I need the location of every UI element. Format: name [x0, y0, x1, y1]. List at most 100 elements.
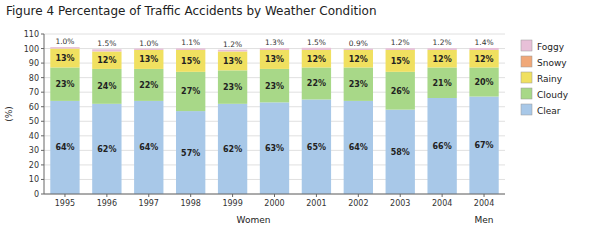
bar-segment — [469, 97, 498, 194]
data-label: 12% — [307, 55, 326, 64]
legend-swatch — [521, 72, 532, 83]
data-label: 1.2% — [223, 40, 242, 49]
data-label: 22% — [139, 81, 158, 90]
data-label: 12% — [349, 55, 368, 64]
y-tick-label: 20 — [29, 161, 39, 170]
bar-segment — [50, 67, 79, 100]
bar-segment — [176, 72, 205, 111]
data-label: 1.2% — [391, 38, 410, 47]
grid-line — [44, 34, 505, 35]
bar-segment — [176, 50, 205, 72]
data-label: 0.9% — [349, 39, 368, 48]
data-label: 1.3% — [265, 38, 284, 47]
bar-segment — [344, 49, 373, 50]
data-label: 1.1% — [181, 38, 200, 47]
y-axis — [44, 34, 45, 194]
data-label: 64% — [139, 143, 158, 152]
x-tick-label: 1997 — [139, 199, 159, 208]
bar-segment — [260, 102, 289, 194]
data-label: 20% — [474, 78, 493, 87]
bar-segment — [302, 99, 331, 194]
bar-segment — [260, 69, 289, 102]
data-label: 21% — [433, 79, 452, 88]
bar-segment — [427, 48, 456, 50]
data-label: 62% — [97, 145, 116, 154]
y-tick-label: 30 — [29, 146, 39, 155]
legend-label: Foggy — [537, 42, 565, 52]
x-tick — [106, 194, 107, 197]
x-tick-label: 1996 — [97, 199, 117, 208]
data-label: 63% — [265, 144, 284, 153]
data-label: 26% — [391, 87, 410, 96]
bar-segment — [469, 48, 498, 50]
bar-segment — [50, 49, 79, 68]
bar-segment — [92, 49, 121, 51]
bar-segment — [386, 48, 415, 50]
bar-segment — [344, 101, 373, 194]
bar-segment — [427, 50, 456, 67]
data-labels: 64%23%13%1.0%62%24%12%1.5%64%22%13%1.0%5… — [55, 37, 493, 157]
data-label: 1.0% — [139, 39, 158, 48]
x-tick-label: 2001 — [306, 199, 326, 208]
data-label: 1.0% — [55, 37, 74, 46]
data-label: 1.4% — [475, 38, 494, 47]
bar-segment — [302, 67, 331, 99]
data-label: 23% — [349, 80, 368, 89]
bar-segment — [344, 50, 373, 51]
bar-segment — [386, 110, 415, 194]
data-label: 23% — [55, 80, 74, 89]
data-label: 1.5% — [97, 39, 116, 48]
x-tick-label: 1995 — [55, 199, 75, 208]
bar-segment — [260, 50, 289, 69]
data-label: 13% — [265, 55, 284, 64]
x-tick-label: 1998 — [181, 199, 201, 208]
data-label: 57% — [181, 149, 200, 158]
data-label: 27% — [181, 87, 200, 96]
y-tick-label: 40 — [29, 132, 39, 141]
bar-segment — [302, 48, 331, 50]
bar-segment — [50, 101, 79, 194]
data-label: 64% — [349, 143, 368, 152]
group-label: Women — [237, 215, 271, 225]
legend-swatch — [521, 88, 532, 99]
x-tick-label: 2000 — [264, 199, 284, 208]
bar-segment — [427, 98, 456, 194]
data-label: 65% — [307, 143, 326, 152]
bar-segment — [344, 50, 373, 67]
data-label: 13% — [223, 57, 242, 66]
bars — [50, 47, 498, 194]
y-tick-label: 90 — [29, 59, 39, 68]
y-tick-label: 60 — [29, 103, 39, 112]
x-tick-label: 2003 — [390, 199, 410, 208]
data-label: 15% — [391, 57, 410, 66]
bar-segment — [176, 111, 205, 194]
bar-segment — [92, 69, 121, 104]
legend-swatch — [521, 56, 532, 67]
y-tick-label: 10 — [29, 175, 39, 184]
data-label: 15% — [181, 57, 200, 66]
legend-label: Snowy — [537, 58, 567, 68]
data-label: 67% — [474, 141, 493, 150]
data-label: 12% — [433, 55, 452, 64]
x-tick — [64, 194, 65, 197]
bar-segment — [386, 72, 415, 110]
y-tick-label: 50 — [29, 117, 39, 126]
legend-label: Clear — [537, 106, 561, 116]
bar-segment — [50, 47, 79, 48]
x-tick — [316, 194, 317, 197]
bar-segment — [427, 67, 456, 98]
x-tick — [442, 194, 443, 197]
bar-segment — [134, 49, 163, 50]
x-tick-label: 2004 — [474, 199, 494, 208]
x-tick — [274, 194, 275, 197]
x-tick-label: 2002 — [348, 199, 368, 208]
bar-segment — [302, 50, 331, 67]
group-label: Men — [475, 215, 494, 225]
chart: Figure 4 Percentage of Traffic Accidents… — [0, 0, 609, 243]
legend-swatch — [521, 40, 532, 51]
y-tick-label: 70 — [29, 88, 39, 97]
legend-swatch — [521, 104, 532, 115]
x-tick — [358, 194, 359, 197]
bar-segment — [134, 50, 163, 69]
data-label: 64% — [55, 143, 74, 152]
